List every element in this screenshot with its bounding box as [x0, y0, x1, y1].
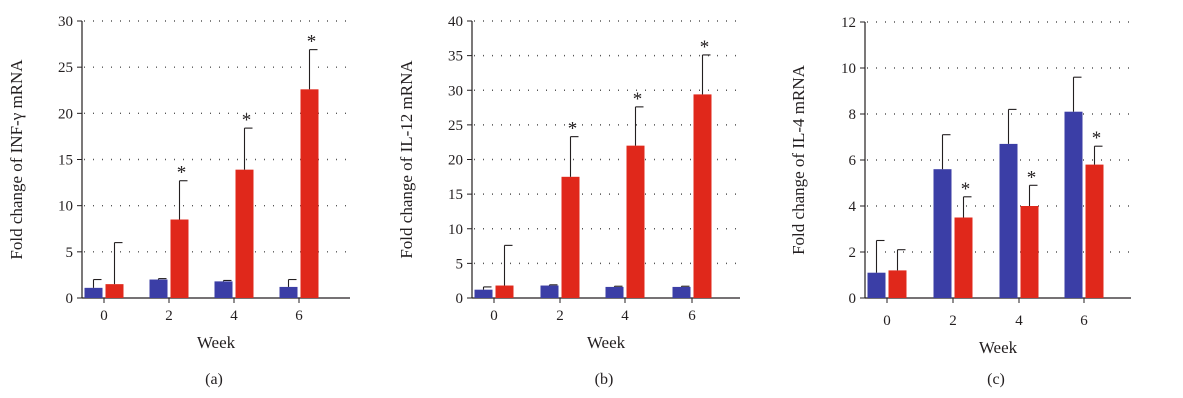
chart-1-y-tick-label: 20 — [58, 106, 73, 122]
chart-2-y-axis-title: Fold change of IL-12 mRNA — [397, 60, 416, 259]
chart-3-x-tick-label: 2 — [949, 313, 957, 329]
chart-3-y-tick-label: 2 — [849, 245, 857, 261]
chart-1-bar-series2-0 — [105, 284, 124, 298]
chart-3-bar-series2-4 — [1020, 206, 1039, 298]
chart-3-y-tick-label: 6 — [849, 153, 857, 169]
chart-2-y-tick-label: 35 — [448, 49, 463, 65]
chart-2-y-tick-label: 10 — [448, 222, 463, 238]
chart-3-x-axis-title: Week — [979, 338, 1018, 357]
chart-2-significance-marker: * — [700, 37, 710, 58]
chart-2-bar-series1-4 — [605, 286, 624, 298]
chart-2-panel-label: (b) — [595, 371, 614, 388]
chart-1-y-tick-label: 30 — [58, 14, 73, 30]
chart-3-panel-label: (c) — [987, 371, 1005, 388]
chart-2-significance-marker: * — [568, 119, 578, 140]
chart-3-significance-marker: * — [1092, 128, 1102, 149]
chart-1-bar-series2-4 — [235, 169, 254, 298]
chart-3-bar-series1-0 — [867, 272, 886, 298]
chart-2-bar-series2-4 — [626, 145, 645, 298]
chart-2-bar-series1-6 — [672, 286, 691, 298]
chart-2-bar-series1-2 — [540, 285, 559, 298]
chart-1-x-tick-label: 6 — [295, 308, 303, 324]
chart-2-bar-series2-2 — [561, 176, 580, 298]
chart-3-x-tick-label: 4 — [1015, 313, 1023, 329]
chart-1-bar-series1-2 — [149, 279, 168, 298]
chart-1-bar-series2-6 — [300, 89, 319, 299]
chart-2-bar-series2-0 — [495, 285, 514, 298]
chart-2-significance-marker: * — [633, 89, 643, 110]
chart-1-bar-series2-2 — [170, 219, 189, 298]
chart-1-y-tick-label: 5 — [66, 245, 74, 261]
chart-2-y-tick-label: 20 — [448, 153, 463, 169]
chart-1-bar-series1-0 — [84, 287, 103, 298]
chart-2-y-tick-label: 0 — [456, 291, 464, 307]
chart-3-y-tick-label: 10 — [841, 61, 856, 77]
chart-1-y-tick-label: 25 — [58, 60, 73, 76]
chart-1-panel-label: (a) — [205, 371, 223, 388]
chart-2-x-tick-label: 6 — [688, 308, 696, 324]
chart-2-x-tick-label: 0 — [490, 308, 498, 324]
chart-2-y-tick-label: 30 — [448, 83, 463, 99]
chart-2-bar-series1-0 — [474, 289, 493, 298]
chart-2-x-axis-title: Week — [587, 333, 626, 352]
chart-2-y-tick-label: 40 — [448, 14, 463, 30]
chart-3-bar-series2-6 — [1085, 164, 1104, 298]
chart-2-y-tick-label: 15 — [448, 187, 463, 203]
chart-2-bar-series2-6 — [693, 94, 712, 298]
chart-3-bar-series1-2 — [933, 169, 952, 298]
chart-3-bar-series1-6 — [1064, 111, 1083, 298]
chart-1-significance-marker: * — [177, 163, 187, 184]
chart-1-bar-series1-4 — [214, 281, 233, 298]
chart-2-y-tick-label: 5 — [456, 256, 464, 272]
chart-3-y-tick-label: 8 — [849, 107, 857, 123]
chart-1-x-axis-title: Week — [197, 333, 236, 352]
chart-3-bar-series2-2 — [954, 217, 973, 298]
chart-3-significance-marker: * — [1027, 167, 1037, 188]
chart-3-significance-marker: * — [961, 179, 971, 200]
chart-2-y-tick-label: 25 — [448, 118, 463, 134]
chart-3-y-tick-label: 12 — [841, 15, 856, 31]
chart-3-y-tick-label: 0 — [849, 291, 857, 307]
chart-1-y-tick-label: 10 — [58, 199, 73, 215]
chart-3-x-tick-label: 6 — [1080, 313, 1088, 329]
chart-1-x-tick-label: 4 — [230, 308, 238, 324]
chart-1-bar-series1-6 — [279, 286, 298, 298]
chart-3-x-tick-label: 0 — [883, 313, 891, 329]
chart-2-x-tick-label: 4 — [621, 308, 629, 324]
chart-1-significance-marker: * — [242, 110, 252, 131]
chart-1-x-tick-label: 2 — [165, 308, 173, 324]
chart-1-y-tick-label: 0 — [66, 291, 74, 307]
chart-2-x-tick-label: 2 — [556, 308, 564, 324]
chart-1-x-tick-label: 0 — [100, 308, 108, 324]
chart-3-bar-series1-4 — [999, 143, 1018, 298]
chart-3-bar-series2-0 — [888, 270, 907, 298]
chart-1-y-tick-label: 15 — [58, 153, 73, 169]
chart-3-y-tick-label: 4 — [849, 199, 857, 215]
chart-1-y-axis-title: Fold change of INF-γ mRNA — [7, 59, 26, 260]
chart-1-significance-marker: * — [307, 32, 317, 53]
chart-3-y-axis-title: Fold change of IL-4 mRNA — [789, 64, 808, 255]
